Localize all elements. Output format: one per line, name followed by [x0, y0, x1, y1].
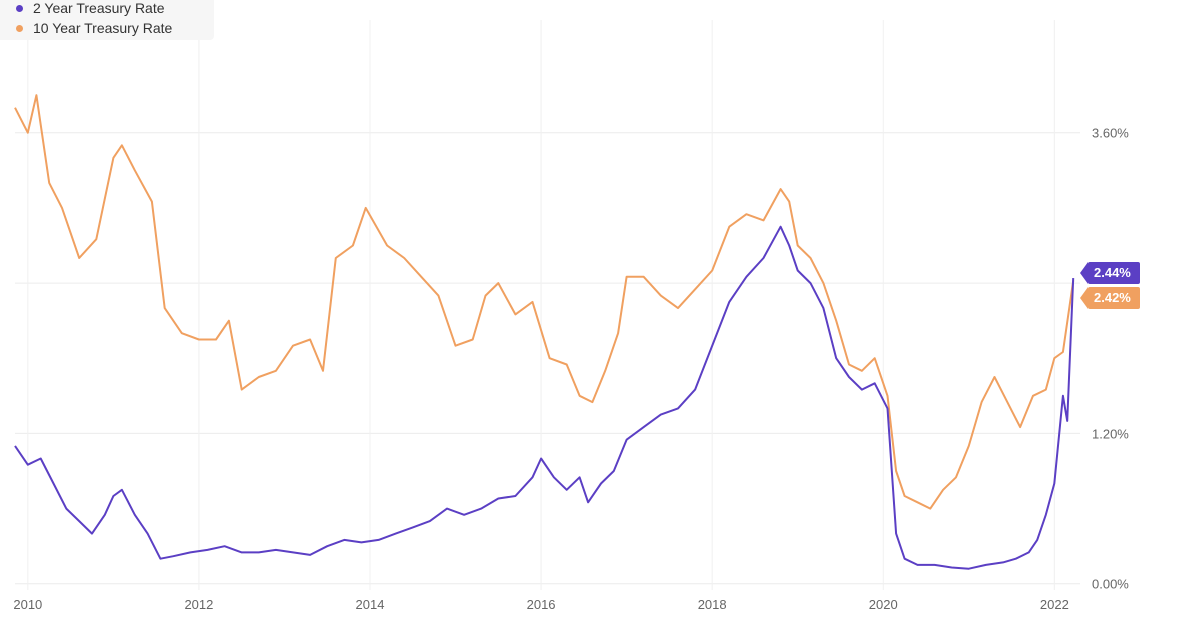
- x-tick-label-5: 2020: [869, 597, 898, 612]
- y-axis-ticks: 0.00% 1.20% 3.60%: [1092, 126, 1129, 592]
- x-tick-label-3: 2016: [527, 597, 556, 612]
- y-tick-label-3: 3.60%: [1092, 126, 1129, 141]
- series-line-0: [14, 225, 1075, 570]
- legend-label-10yr: 10 Year Treasury Rate: [33, 20, 173, 36]
- last-value-badge-2yr: 2.44%: [1080, 262, 1140, 284]
- x-tick-label-4: 2018: [698, 597, 727, 612]
- grid-lines: [15, 20, 1080, 590]
- y-tick-label-0: 0.00%: [1092, 577, 1129, 592]
- legend-dot-10yr: [16, 24, 23, 32]
- x-tick-label-2: 2014: [356, 597, 385, 612]
- chart-legend: 2 Year Treasury Rate 10 Year Treasury Ra…: [0, 0, 214, 40]
- y-tick-label-1: 1.20%: [1092, 426, 1129, 441]
- x-axis-ticks: 2010 2012 2014 2016 2018 2020 2022: [13, 597, 1068, 612]
- series-lines: [14, 94, 1075, 570]
- x-tick-label-6: 2022: [1040, 597, 1069, 612]
- legend-label-2yr: 2 Year Treasury Rate: [33, 0, 165, 16]
- legend-item-2yr[interactable]: 2 Year Treasury Rate: [16, 0, 214, 18]
- legend-dot-2yr: [16, 4, 23, 12]
- last-value-badge-10yr: 2.42%: [1080, 287, 1140, 309]
- x-tick-label-0: 2010: [13, 597, 42, 612]
- series-line-1: [14, 94, 1075, 510]
- x-tick-label-1: 2012: [184, 597, 213, 612]
- legend-item-10yr[interactable]: 10 Year Treasury Rate: [16, 18, 214, 38]
